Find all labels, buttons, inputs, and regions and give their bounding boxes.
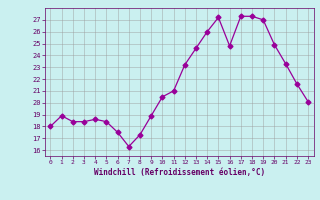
X-axis label: Windchill (Refroidissement éolien,°C): Windchill (Refroidissement éolien,°C) — [94, 168, 265, 177]
